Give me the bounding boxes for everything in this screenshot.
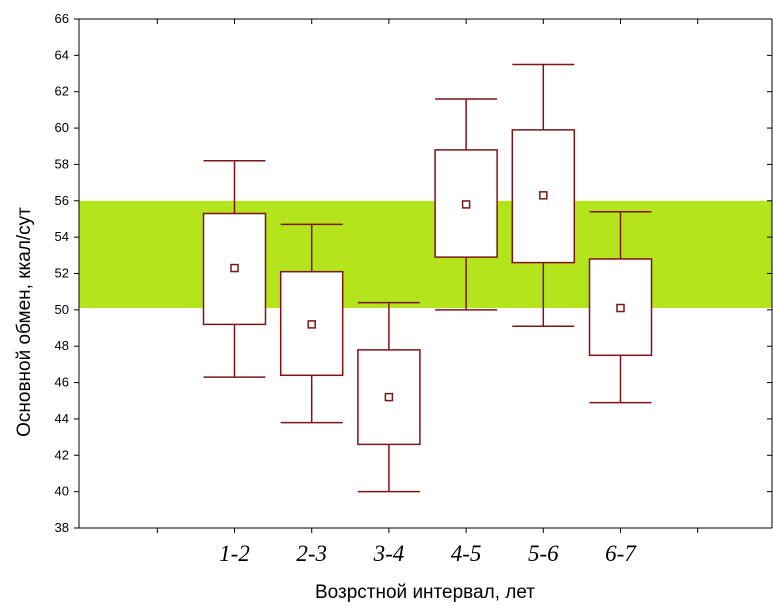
y-tick-label: 62 <box>55 84 69 99</box>
y-tick-label: 66 <box>55 11 69 26</box>
box-3-4 <box>357 301 421 493</box>
median-marker <box>616 303 625 313</box>
median-marker <box>230 263 239 273</box>
y-axis-ticks: 38 40 42 44 46 48 50 52 54 56 58 60 62 64 66 <box>55 11 772 535</box>
x-axis-ticks: 1-2 2-3 3-4 4-5 5-6 6-7 <box>156 19 699 566</box>
y-tick-label: 38 <box>55 520 69 535</box>
box-6-7 <box>588 210 653 404</box>
boxes-group <box>202 63 653 493</box>
box-1-2 <box>202 160 267 378</box>
y-tick-label: 58 <box>55 156 69 171</box>
y-tick-label: 46 <box>55 375 69 390</box>
x-tick-label: 1-2 <box>219 541 250 566</box>
x-tick-label: 6-7 <box>605 541 637 566</box>
box-2-3 <box>279 223 344 424</box>
x-tick-label: 2-3 <box>296 541 327 566</box>
y-tick-label: 52 <box>55 266 69 281</box>
y-tick-label: 40 <box>55 484 69 499</box>
x-tick-label: 5-6 <box>528 541 559 566</box>
y-tick-label: 42 <box>55 447 69 462</box>
y-tick-label: 56 <box>55 193 69 208</box>
y-tick-label: 64 <box>55 47 69 62</box>
median-marker <box>539 191 548 200</box>
box-5-6 <box>511 63 576 327</box>
median-marker <box>461 200 471 209</box>
y-tick-label: 60 <box>55 120 69 135</box>
median-marker <box>307 320 316 329</box>
y-axis-label: Основной обмен, ккал/сут <box>14 207 35 437</box>
y-tick-label: 54 <box>55 229 69 244</box>
y-tick-label: 44 <box>55 411 69 426</box>
reference-band <box>79 200 772 309</box>
x-tick-label: 4-5 <box>451 541 482 566</box>
x-axis-label: Возрстной интервал, лет <box>315 582 535 603</box>
median-marker <box>384 392 394 402</box>
box-4-5 <box>434 98 498 311</box>
x-tick-label: 3-4 <box>373 541 405 566</box>
y-tick-label: 50 <box>55 302 69 317</box>
y-tick-label: 48 <box>55 338 69 353</box>
